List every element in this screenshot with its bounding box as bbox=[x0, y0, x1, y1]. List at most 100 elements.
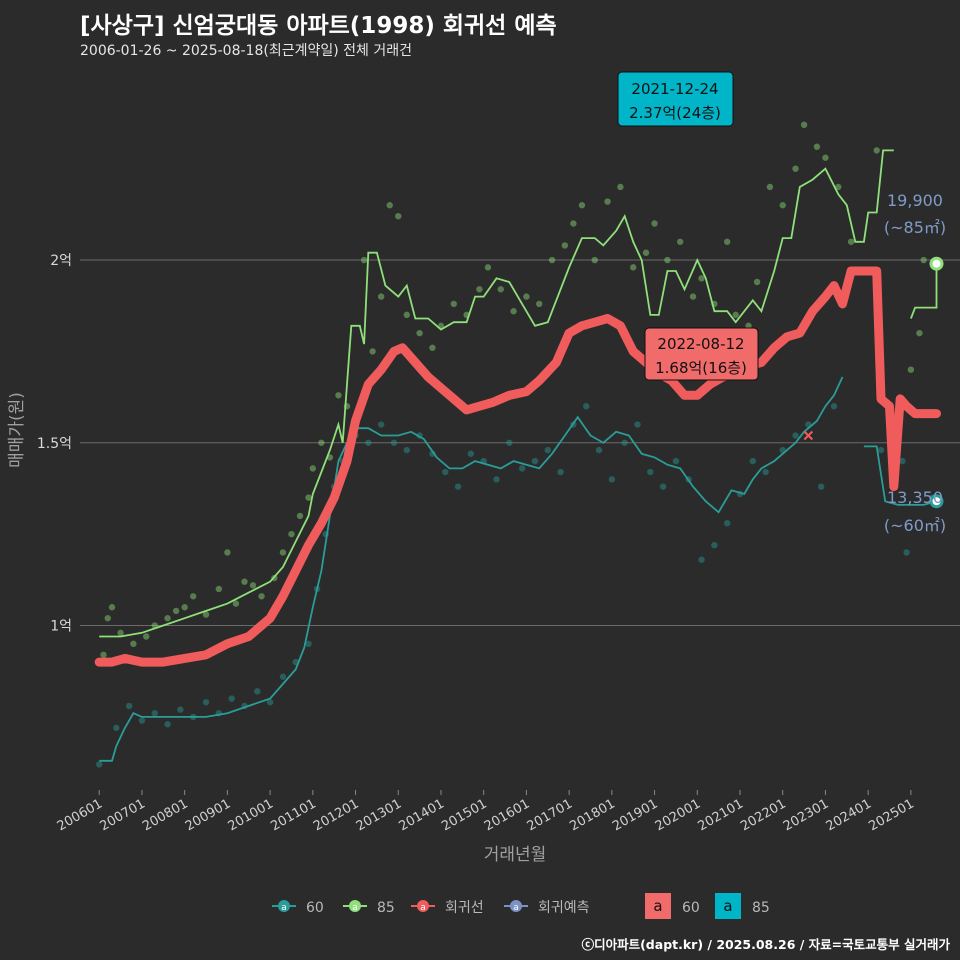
scatter-point-85 bbox=[108, 604, 116, 611]
annotation-85-date: 2021-12-24 bbox=[631, 80, 718, 98]
scatter-point-85 bbox=[117, 629, 124, 637]
scatter-point-60 bbox=[377, 421, 385, 428]
scatter-point-60 bbox=[518, 465, 526, 472]
scatter-point-60 bbox=[442, 468, 449, 476]
scatter-point-85 bbox=[664, 256, 671, 264]
scatter-point-60 bbox=[125, 702, 133, 710]
scatter-point-60 bbox=[279, 673, 287, 680]
regression-line bbox=[94, 266, 941, 667]
scatter-point-85 bbox=[403, 311, 410, 319]
legend-label-0: 60 bbox=[306, 900, 324, 916]
scatter-point-85 bbox=[279, 549, 287, 556]
scatter-point-85 bbox=[548, 256, 556, 264]
scatter-point-60 bbox=[138, 717, 146, 724]
x-tick-label: 201401 bbox=[396, 796, 446, 834]
scatter-point-85 bbox=[651, 220, 658, 227]
scatter-point-85 bbox=[429, 344, 436, 351]
scatter-point-60 bbox=[608, 476, 616, 483]
scatter-point-60 bbox=[749, 457, 757, 465]
scatter-point-85 bbox=[377, 293, 385, 300]
scatter-point-85 bbox=[309, 465, 317, 472]
legend-fill-1 bbox=[715, 893, 741, 919]
x-tick-label: 202401 bbox=[824, 796, 874, 834]
scatter-point-60 bbox=[266, 699, 274, 706]
scatter-point-85 bbox=[172, 607, 180, 615]
scatter-point-85 bbox=[360, 256, 368, 264]
scatter-point-85 bbox=[753, 278, 761, 286]
scatter-point-60 bbox=[228, 695, 235, 702]
scatter-point-85 bbox=[296, 512, 304, 520]
scatter-point-85 bbox=[847, 238, 855, 245]
legend-glyph-0: a bbox=[281, 903, 287, 913]
scatter-point-85 bbox=[181, 604, 188, 611]
x-tick-label: 202101 bbox=[696, 796, 746, 834]
x-tick-label: 200601 bbox=[55, 796, 105, 834]
legend-dot-0 bbox=[278, 900, 290, 912]
series-60-tail-line bbox=[863, 445, 937, 506]
y-tick-label: 1억 bbox=[50, 619, 72, 635]
scatter-point-60 bbox=[531, 457, 539, 465]
scatter-point-85 bbox=[792, 165, 799, 172]
scatter-point-85 bbox=[100, 651, 107, 658]
scatter-point-85 bbox=[873, 147, 880, 154]
scatter-point-85 bbox=[305, 494, 312, 501]
scatter-point-60 bbox=[365, 439, 372, 446]
scatter-point-60 bbox=[595, 446, 603, 454]
scatter-point-85 bbox=[723, 238, 731, 245]
x-tick-label: 201601 bbox=[482, 796, 532, 834]
scatter-point-60 bbox=[544, 446, 551, 454]
annotation-60-value: 1.68억(16층) bbox=[655, 359, 747, 377]
scatter-point-60 bbox=[557, 468, 564, 476]
x-tick-label: 202301 bbox=[781, 796, 831, 834]
scatter-point-85 bbox=[386, 202, 393, 209]
chart-subtitle: 2006-01-26 ~ 2025-08-18(최근계약일) 전체 거래건 bbox=[80, 43, 412, 59]
x-tick-label: 200701 bbox=[97, 796, 147, 834]
x-tick-label: 200901 bbox=[183, 796, 233, 834]
annotation-60-marker bbox=[803, 430, 814, 441]
scatter-point-85 bbox=[318, 439, 325, 446]
chart-title: [사상구] 신엄궁대동 아파트(1998) 회귀선 예측 bbox=[80, 13, 557, 39]
end-label-85-area: (~85㎡) bbox=[884, 218, 946, 237]
scatter-point-85 bbox=[476, 286, 483, 293]
scatter-point-60 bbox=[454, 483, 462, 490]
end-label-60-area: (~60㎡) bbox=[884, 516, 946, 535]
scatter-point-60 bbox=[583, 403, 590, 410]
x-tick-label: 202501 bbox=[866, 796, 916, 834]
scatter-point-85 bbox=[395, 212, 402, 220]
scatter-point-60 bbox=[305, 640, 312, 648]
y-axis-title: 매매가(원) bbox=[7, 392, 27, 468]
legend-label-2: 회귀선 bbox=[445, 900, 484, 916]
x-tick-label: 200801 bbox=[140, 796, 190, 834]
x-tick-label: 201101 bbox=[268, 796, 318, 834]
x-tick-label: 201901 bbox=[610, 796, 660, 834]
legend-fill-label-1: 85 bbox=[752, 900, 770, 916]
footer-credit: ⓒ디아파트(dapt.kr) / 2025.08.26 / 자료=국토교통부 실… bbox=[581, 937, 950, 952]
scatter-point-60 bbox=[506, 439, 513, 446]
scatter-point-85 bbox=[907, 366, 915, 373]
scatter-point-60 bbox=[467, 450, 475, 457]
scatter-point-60 bbox=[177, 706, 184, 713]
x-tick-label: 201701 bbox=[525, 796, 575, 834]
scatter-point-60 bbox=[403, 446, 410, 454]
legend-fill-glyph-1: a bbox=[723, 897, 732, 915]
y-tick-label: 1.5억 bbox=[37, 436, 72, 452]
scatter-point-85 bbox=[202, 611, 210, 618]
scatter-point-60 bbox=[723, 519, 731, 527]
scatter-point-85 bbox=[745, 322, 752, 330]
legend-fill-0 bbox=[645, 893, 671, 919]
x-tick-label: 201501 bbox=[439, 796, 489, 834]
scatter-point-85 bbox=[130, 640, 137, 648]
scatter-point-85 bbox=[920, 256, 927, 264]
series-60-line bbox=[99, 376, 844, 762]
scatter-point-60 bbox=[899, 457, 906, 465]
scatter-point-85 bbox=[617, 183, 624, 191]
scatter-point-85 bbox=[335, 392, 342, 399]
scatter-point-60 bbox=[711, 541, 718, 549]
scatter-point-60 bbox=[830, 403, 838, 410]
scatter-point-85 bbox=[164, 615, 171, 622]
scatter-point-60 bbox=[877, 446, 885, 454]
x-tick-label: 201301 bbox=[354, 796, 404, 834]
scatter-point-60 bbox=[672, 457, 680, 465]
scatter-point-85 bbox=[800, 121, 808, 129]
